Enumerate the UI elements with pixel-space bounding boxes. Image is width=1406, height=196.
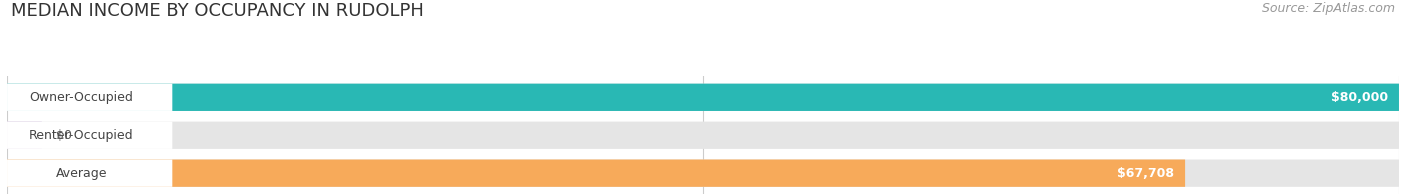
Text: Owner-Occupied: Owner-Occupied [30, 91, 134, 104]
FancyBboxPatch shape [7, 84, 1399, 111]
Text: $67,708: $67,708 [1116, 167, 1174, 180]
Text: Average: Average [56, 167, 107, 180]
Text: Source: ZipAtlas.com: Source: ZipAtlas.com [1261, 2, 1395, 15]
FancyBboxPatch shape [7, 160, 1185, 187]
FancyBboxPatch shape [7, 160, 1399, 187]
FancyBboxPatch shape [7, 84, 173, 111]
Text: $0: $0 [56, 129, 72, 142]
FancyBboxPatch shape [7, 122, 1399, 149]
FancyBboxPatch shape [7, 122, 42, 149]
Text: $80,000: $80,000 [1330, 91, 1388, 104]
FancyBboxPatch shape [7, 122, 173, 149]
Text: Renter-Occupied: Renter-Occupied [30, 129, 134, 142]
FancyBboxPatch shape [7, 84, 1399, 111]
Text: MEDIAN INCOME BY OCCUPANCY IN RUDOLPH: MEDIAN INCOME BY OCCUPANCY IN RUDOLPH [11, 2, 425, 20]
FancyBboxPatch shape [7, 160, 173, 187]
